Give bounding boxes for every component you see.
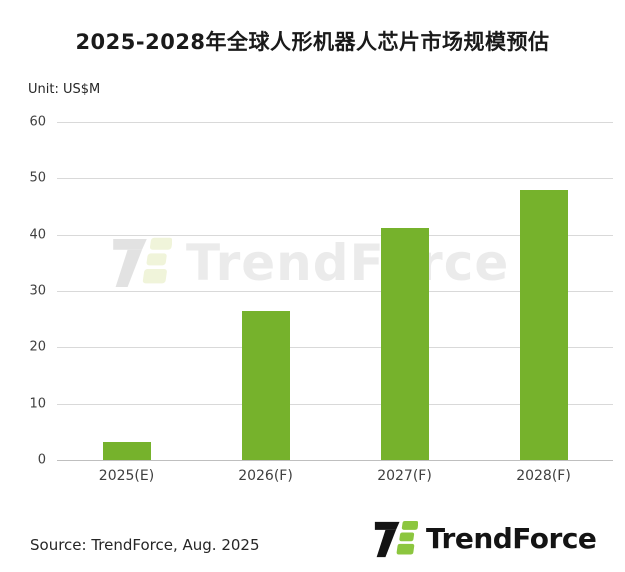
x-tick-label: 2025(E) [98,468,155,484]
trendforce-logo: TrendForce [374,517,597,561]
gridline [57,347,613,349]
gridline [57,403,613,405]
x-tick-label: 2026(F) [238,468,293,484]
gridline [57,291,613,292]
trendforce-logo-icon [374,520,418,557]
source-note: Source: TrendForce, Aug. 2025 [30,536,260,554]
x-tick-label: 2027(F) [377,468,432,484]
y-tick-label: 50 [29,170,46,186]
y-tick-label: 30 [29,283,46,299]
logo-text: TrendForce [426,522,597,555]
y-tick-label: 10 [29,396,46,412]
bar-2028(F) [519,189,568,460]
bar-2025(E) [102,441,151,460]
gridline [57,234,613,236]
gridline [57,122,613,123]
gridline [57,178,613,180]
unit-label: Unit: US$M [28,82,101,97]
bar-2026(F) [241,310,290,460]
y-tick-label: 60 [29,114,46,130]
bar-2027(F) [380,228,429,460]
chart-title: 2025-2028年全球人形机器人芯片市场规模预估 [75,30,550,54]
x-axis-line [57,460,613,461]
y-tick-label: 0 [37,452,46,468]
y-tick-label: 20 [29,339,46,355]
y-tick-label: 40 [29,227,46,243]
x-tick-label: 2028(F) [516,468,571,484]
